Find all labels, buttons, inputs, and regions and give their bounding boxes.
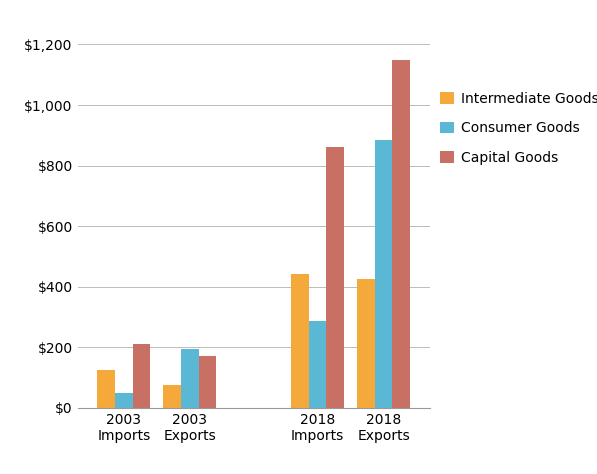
Bar xyxy=(291,274,309,408)
Bar xyxy=(133,344,150,408)
Bar xyxy=(199,356,216,408)
Bar xyxy=(392,60,410,408)
Bar xyxy=(181,349,199,408)
Legend: Intermediate Goods, Consumer Goods, Capital Goods: Intermediate Goods, Consumer Goods, Capi… xyxy=(441,92,597,164)
Bar xyxy=(115,392,133,408)
Bar xyxy=(375,140,392,408)
Bar xyxy=(357,279,375,408)
Bar xyxy=(164,385,181,408)
Bar xyxy=(327,147,344,408)
Bar xyxy=(309,321,327,408)
Bar xyxy=(97,370,115,408)
